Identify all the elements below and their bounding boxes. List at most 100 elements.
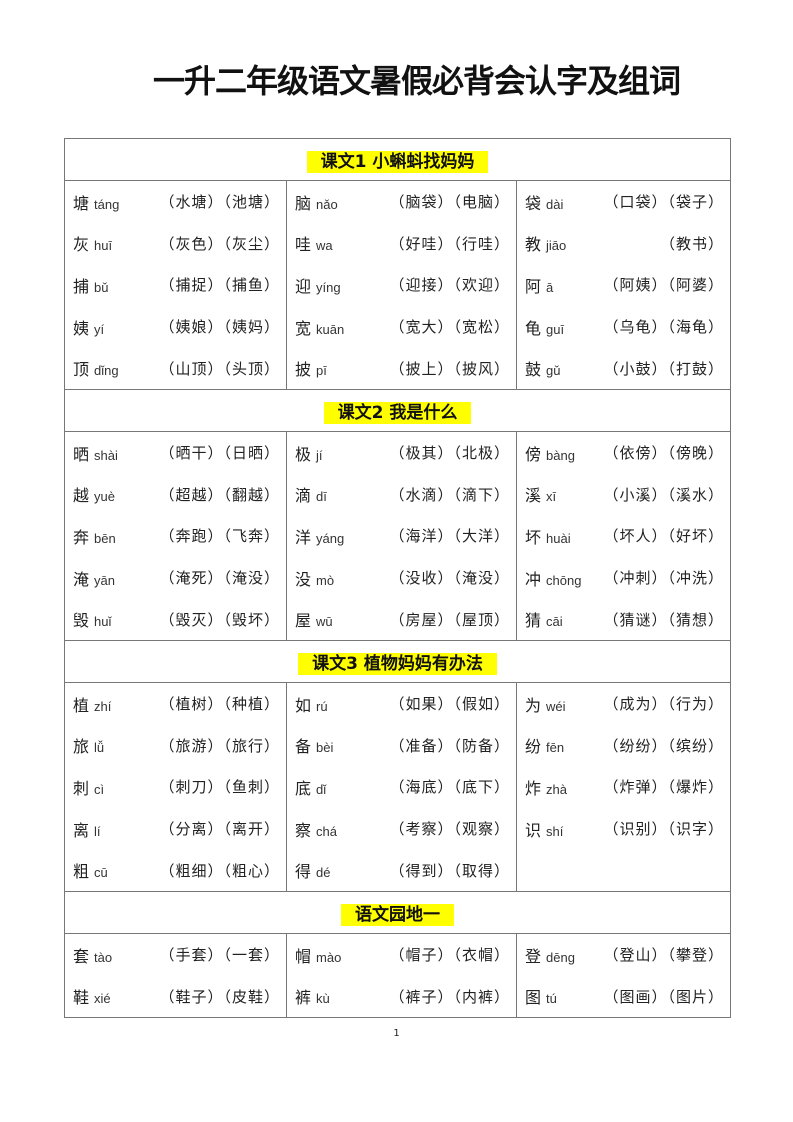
word-combinations: （识别）（识字）	[603, 820, 725, 839]
word-combinations: （披上）（披风）	[389, 359, 510, 378]
pinyin: wū	[316, 614, 333, 630]
word-entry: 图 tú （图画）（图片）	[517, 976, 730, 1018]
pinyin: mò	[316, 572, 335, 588]
word-entry: 猜 cāi （猜谜）（猜想）	[517, 598, 730, 640]
pinyin: gǔ	[546, 363, 561, 379]
pinyin: tú	[546, 991, 557, 1007]
pinyin: táng	[94, 196, 120, 212]
pinyin: yān	[94, 572, 115, 588]
word-combinations: （海底）（底下）	[389, 778, 510, 797]
word-entry: 迎 yíng （迎接）（欢迎）	[287, 264, 516, 306]
pinyin: ā	[546, 279, 554, 295]
character: 洋	[295, 527, 312, 547]
word-column: 袋 dài （口袋）（袋子） 教 jiāo （教书） 阿 ā （阿姨）（阿婆） 龟 guī （乌龟）（…	[515, 180, 732, 390]
word-combinations: （超越）（翻越）	[159, 485, 280, 504]
word-combinations: （迎接）（欢迎）	[389, 276, 510, 295]
word-entry: 鼓 gǔ （小鼓）（打鼓）	[517, 347, 730, 389]
character: 顶	[73, 360, 90, 380]
word-entry: 捕 bǔ （捕捉）（捕鱼）	[65, 264, 286, 306]
word-entry: 得 dé （得到）（取得）	[287, 849, 516, 891]
pinyin: zhà	[546, 781, 567, 797]
section-body-row: 塘 táng （水塘）（池塘） 灰 huī （灰色）（灰尘） 捕 bǔ （捕捉）（捕鱼） 姨 yí （…	[64, 180, 732, 390]
word-combinations: （水塘）（池塘）	[159, 193, 280, 212]
character: 炸	[525, 778, 542, 798]
pinyin: dī	[316, 489, 327, 505]
word-entry: 帽 mào （帽子）（衣帽）	[287, 934, 516, 976]
word-combinations: （坏人）（好坏）	[603, 527, 725, 546]
word-entry: 奔 bēn （奔跑）（飞奔）	[65, 515, 286, 557]
pinyin: cū	[94, 865, 108, 881]
word-combinations: （毁灭）（毁坏）	[159, 610, 280, 629]
pinyin: guī	[546, 321, 565, 337]
character: 灰	[73, 235, 90, 255]
character: 阿	[525, 276, 542, 296]
character: 滴	[295, 486, 312, 506]
word-entry: 底 dǐ （海底）（底下）	[287, 766, 516, 808]
character: 迎	[295, 276, 312, 296]
section-header: 课文3 植物妈妈有办法	[63, 639, 732, 683]
character: 越	[73, 486, 90, 506]
word-combinations: （乌龟）（海龟）	[603, 318, 725, 337]
section-header: 语文园地一	[63, 890, 732, 934]
character: 图	[525, 988, 542, 1008]
pinyin: jí	[316, 447, 323, 463]
word-entry: 毁 huǐ （毁灭）（毁坏）	[65, 598, 286, 640]
section-title: 课文3 植物妈妈有办法	[298, 652, 497, 675]
pinyin: huǐ	[94, 614, 112, 630]
word-entry: 为 wéi （成为）（行为）	[517, 683, 730, 725]
pinyin: lí	[94, 823, 101, 839]
character: 粗	[73, 862, 90, 882]
character: 如	[295, 695, 312, 715]
pinyin: fēn	[546, 740, 565, 756]
pinyin: kuān	[316, 321, 345, 337]
word-entry: 坏 huài （坏人）（好坏）	[517, 515, 730, 557]
section-header-row: 课文2 我是什么	[63, 388, 732, 432]
word-entry: 植 zhí （植树）（种植）	[65, 683, 286, 725]
pinyin: huī	[94, 238, 113, 254]
pinyin: dé	[316, 865, 331, 881]
word-entry: 如 rú （如果）（假如）	[287, 683, 516, 725]
character: 毁	[73, 611, 90, 631]
character: 屋	[295, 611, 312, 631]
pinyin: yí	[94, 321, 105, 337]
word-combinations: （阿姨）（阿婆）	[603, 276, 725, 295]
section-body-row: 植 zhí （植树）（种植） 旅 lǚ （旅游）（旅行） 刺 cì （刺刀）（鱼刺） 离 lí （分离…	[64, 681, 732, 892]
word-entry: 披 pī （披上）（披风）	[287, 347, 516, 389]
word-entry: 刺 cì （刺刀）（鱼刺）	[65, 766, 286, 808]
pinyin: yáng	[316, 530, 345, 546]
word-entry: 察 chá （考察）（观察）	[287, 808, 516, 850]
word-entry: 没 mò （没收）（淹没）	[287, 557, 516, 599]
section-title: 课文2 我是什么	[323, 401, 472, 424]
word-column: 极 jí （极其）（北极） 滴 dī （水滴）（滴下） 洋 yáng （海洋）（大洋） 没 mò （没…	[286, 430, 517, 641]
word-combinations: （粗细）（粗心）	[159, 861, 280, 880]
pinyin: yuè	[94, 489, 115, 505]
character: 猜	[525, 611, 542, 631]
word-entry: 登 dēng （登山）（攀登）	[517, 934, 730, 976]
word-entry: 炸 zhà （炸弹）（爆炸）	[517, 766, 730, 808]
character: 为	[525, 695, 542, 715]
pinyin: pī	[316, 363, 327, 379]
word-combinations: （极其）（北极）	[389, 444, 510, 463]
character: 底	[295, 778, 312, 798]
pinyin: bèi	[316, 740, 334, 756]
character: 纷	[525, 737, 542, 757]
word-column: 如 rú （如果）（假如） 备 bèi （准备）（防备） 底 dǐ （海底）（底下） 察 chá （考…	[286, 681, 517, 892]
word-combinations: （好哇）（行哇）	[389, 234, 510, 253]
character: 极	[295, 444, 312, 464]
word-combinations: （猜谜）（猜想）	[603, 610, 725, 629]
character: 裤	[295, 988, 312, 1008]
character: 傍	[525, 444, 542, 464]
word-entry: 裤 kù （裤子）（内裤）	[287, 976, 516, 1018]
word-combinations: （脑袋）（电脑）	[389, 193, 510, 212]
character: 离	[73, 820, 90, 840]
word-combinations: （得到）（取得）	[389, 861, 510, 880]
word-combinations: （手套）（一套）	[159, 946, 280, 965]
word-entry: 溪 xī （小溪）（溪水）	[517, 474, 730, 516]
pinyin: dài	[546, 196, 564, 212]
word-combinations: （宽大）（宽松）	[389, 318, 510, 337]
character: 教	[525, 235, 542, 255]
word-combinations: （晒干）（日晒）	[159, 444, 280, 463]
pinyin: shí	[546, 823, 564, 839]
word-column: 为 wéi （成为）（行为） 纷 fēn （纷纷）（缤纷） 炸 zhà （炸弹）（爆炸） 识 shí…	[515, 681, 732, 892]
